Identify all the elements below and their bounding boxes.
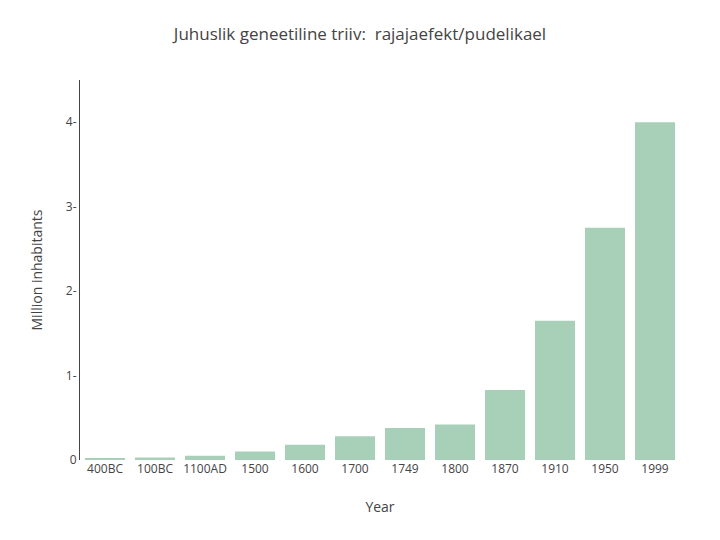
svg-text:1100AD: 1100AD bbox=[183, 460, 227, 477]
svg-text:1500: 1500 bbox=[241, 460, 269, 477]
svg-text:0: 0 bbox=[70, 451, 77, 468]
svg-text:1749: 1749 bbox=[391, 460, 419, 477]
svg-text:1910: 1910 bbox=[541, 460, 569, 477]
svg-text:1-: 1- bbox=[66, 367, 77, 384]
svg-text:100BC: 100BC bbox=[137, 460, 173, 477]
svg-text:2-: 2- bbox=[66, 282, 77, 299]
svg-text:1999: 1999 bbox=[641, 460, 669, 477]
svg-text:Million inhabitants: Million inhabitants bbox=[27, 209, 46, 330]
svg-text:1870: 1870 bbox=[491, 460, 519, 477]
svg-text:1800: 1800 bbox=[441, 460, 469, 477]
svg-text:1600: 1600 bbox=[291, 460, 319, 477]
svg-text:Year: Year bbox=[365, 497, 394, 516]
svg-text:4-: 4- bbox=[66, 113, 77, 130]
svg-text:400BC: 400BC bbox=[87, 460, 123, 477]
svg-text:1700: 1700 bbox=[341, 460, 369, 477]
svg-text:Juhuslik geneetiline triiv: r: Juhuslik geneetiline triiv: rajajaefekt/… bbox=[172, 22, 546, 45]
svg-text:1950: 1950 bbox=[591, 460, 619, 477]
svg-text:3-: 3- bbox=[66, 198, 77, 215]
